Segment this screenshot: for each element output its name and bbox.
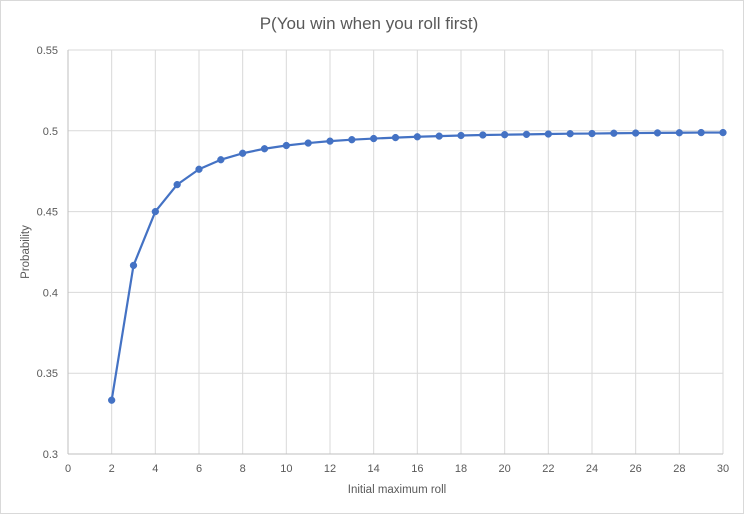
data-point [217, 156, 225, 164]
data-point [544, 130, 552, 138]
data-point [370, 134, 378, 143]
y-tick-label: 0.4 [43, 287, 58, 299]
x-tick-label: 2 [109, 463, 115, 475]
data-point [501, 131, 509, 139]
data-point [457, 131, 465, 140]
y-tick-label: 0.55 [37, 45, 58, 57]
x-tick-label: 4 [152, 463, 158, 475]
data-point [391, 133, 400, 142]
data-point [195, 165, 203, 173]
y-tick-label: 0.45 [37, 207, 58, 219]
data-point [173, 180, 181, 189]
data-point [697, 128, 705, 137]
x-tick-label: 0 [65, 463, 71, 475]
y-axis-label: Probability [20, 225, 32, 279]
data-point [566, 130, 574, 138]
chart-title: P(You win when you roll first) [260, 14, 479, 33]
data-point [151, 207, 159, 216]
x-tick-label: 12 [324, 463, 336, 475]
x-axis-label: Initial maximum roll [348, 484, 446, 496]
data-point [282, 141, 290, 150]
data-point [522, 130, 531, 139]
x-tick-label: 20 [499, 463, 511, 475]
grid [67, 49, 724, 455]
x-tick-label: 8 [240, 463, 246, 475]
x-tick-label: 18 [455, 463, 467, 475]
data-point [719, 128, 727, 137]
data-point [129, 261, 138, 270]
x-tick-label: 10 [280, 463, 292, 475]
data-point [610, 129, 618, 137]
x-tick-label: 16 [411, 463, 423, 475]
data-point [632, 129, 640, 137]
data-point [653, 129, 662, 137]
data-point [413, 133, 421, 141]
data-point [260, 145, 269, 153]
y-tick-label: 0.3 [43, 449, 58, 461]
data-point [675, 129, 683, 137]
data-point [326, 137, 334, 145]
tick-labels: 0 2 4 6 8 10 12 14 16 18 20 22 24 26 28 300.30.350.40.4… [37, 45, 730, 475]
data-point [435, 132, 443, 140]
x-tick-label: 14 [368, 463, 380, 475]
data-point [108, 396, 116, 404]
x-tick-label: 26 [630, 463, 642, 475]
series [108, 128, 727, 404]
data-point [479, 131, 487, 139]
data-point [348, 136, 356, 144]
x-tick-label: 22 [542, 463, 554, 475]
data-point [239, 149, 247, 157]
y-tick-label: 0.35 [37, 368, 58, 380]
x-tick-label: 28 [673, 463, 685, 475]
y-tick-label: 0.5 [43, 126, 58, 138]
x-tick-label: 30 [717, 463, 729, 475]
x-tick-label: 6 [196, 463, 202, 475]
data-point [588, 129, 596, 138]
x-tick-label: 24 [586, 463, 598, 475]
data-point [304, 139, 312, 147]
